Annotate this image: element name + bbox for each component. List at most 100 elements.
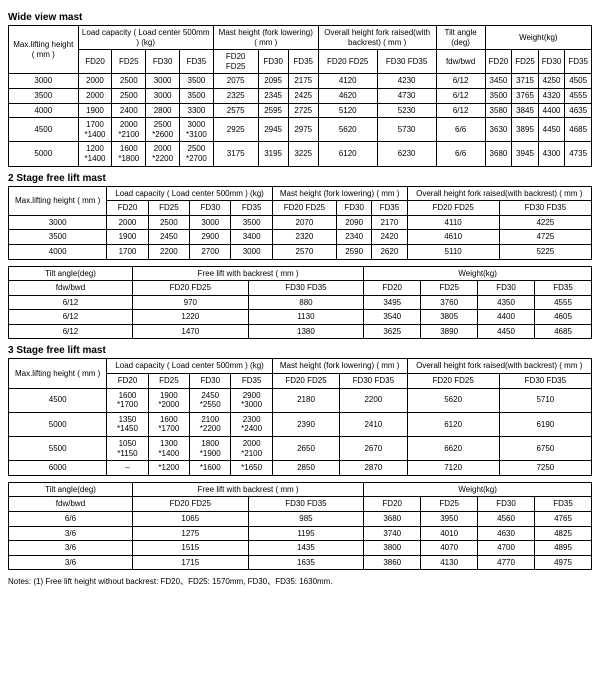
table-row: 50001200*14001600*18002000*22002500*2700… [9,142,592,166]
h: FD35 [231,374,272,389]
cell: 5710 [499,388,591,412]
cell: 4635 [565,103,592,118]
cell: 4725 [499,230,591,245]
h: FD20 FD25 [318,50,377,74]
cell: 985 [248,512,364,527]
h-overall: Overall height fork raised(with backrest… [318,26,436,50]
h: FD30 [538,50,565,74]
cell: 5500 [9,437,107,461]
h: FD25 [112,50,146,74]
cell: 6120 [318,142,377,166]
cell: 3/6 [9,555,133,570]
table-row: 50001350*14501600*17002100*22002300*2400… [9,412,592,436]
cell: 2070 [272,215,336,230]
cell: 1220 [132,310,248,325]
h: FD20 [107,374,148,389]
h: FD30 [337,201,372,216]
cell: 4505 [565,74,592,89]
cell: 1900 [107,230,148,245]
cell: 2800 [146,103,180,118]
cell: 1700*1400 [78,118,112,142]
h-freelift: Free lift with backrest ( mm ) [132,482,363,497]
table-row: 3000200025003000350020702090217041104225 [9,215,592,230]
cell: 2300*2400 [231,412,272,436]
cell: 5730 [377,118,436,142]
cell: 2095 [258,74,288,89]
cell: 6/12 [436,88,485,103]
h-weight: Weight(kg) [364,482,592,497]
cell: 4120 [318,74,377,89]
cell: 2170 [372,215,407,230]
cell: 2345 [258,88,288,103]
cell: 2975 [288,118,318,142]
cell: 2450 [148,230,189,245]
cell: 4320 [538,88,565,103]
table-3stage-b: Tilt angle(deg) Free lift with backrest … [8,482,592,571]
cell: 3400 [231,230,272,245]
section2-title: 2 Stage free lift mast [8,173,592,184]
cell: 2650 [272,437,339,461]
cell: 3500 [9,230,107,245]
cell: 2500*2700 [180,142,214,166]
h: FD20 FD25 [132,497,248,512]
cell: 5000 [9,412,107,436]
cell: 2000*2100 [231,437,272,461]
cell: 5230 [377,103,436,118]
cell: 4630 [478,526,535,541]
cell: 3890 [421,324,478,339]
h: FD20 [78,50,112,74]
cell: 5110 [407,244,499,259]
h-maxlift: Max.lifting height ( mm ) [9,26,79,74]
cell: 2320 [272,230,336,245]
h: FD30 [190,374,231,389]
cell: 1600*1700 [148,412,189,436]
h: FD20 [107,201,148,216]
cell: 880 [248,295,364,310]
table-row: 6000–*1200*1600*16502850287071207250 [9,461,592,476]
cell: 3000*3100 [180,118,214,142]
cell: 3765 [512,88,539,103]
cell: 4560 [478,512,535,527]
cell: 970 [132,295,248,310]
cell: 2000 [107,215,148,230]
cell: 3845 [512,103,539,118]
cell: 2725 [288,103,318,118]
cell: 2870 [340,461,407,476]
cell: 4735 [565,142,592,166]
section1-title: Wide view mast [8,12,592,23]
cell: 1130 [248,310,364,325]
cell: 2325 [213,88,258,103]
h: FD25 [148,374,189,389]
h: FD35 [535,281,592,296]
cell: 5620 [407,388,499,412]
h-maxlift: Max.lifting height ( mm ) [9,359,107,388]
cell: 3000 [146,88,180,103]
cell: 3/6 [9,541,133,556]
cell: *1600 [190,461,231,476]
cell: 3760 [421,295,478,310]
cell: 3715 [512,74,539,89]
table-row: 3/6127511953740401046304825 [9,526,592,541]
h: FD35 [535,497,592,512]
h: fdw/bwd [9,281,133,296]
cell: 4895 [535,541,592,556]
section3-title: 3 Stage free lift mast [8,345,592,356]
cell: 6/6 [9,512,133,527]
cell: 6/12 [9,324,133,339]
cell: 2090 [337,215,372,230]
cell: 4770 [478,555,535,570]
h-overall: Overall height fork raised(with backrest… [407,186,591,201]
cell: 2575 [213,103,258,118]
cell: 2000 [78,88,112,103]
table-row: 3/6151514353800407047004895 [9,541,592,556]
cell: 2620 [372,244,407,259]
cell: 5620 [318,118,377,142]
cell: 3580 [485,103,512,118]
table-row: 3000200025003000350020752095217541204230… [9,74,592,89]
cell: 4555 [565,88,592,103]
cell: 1600*1800 [112,142,146,166]
h-weight: Weight(kg) [364,266,592,281]
cell: 6620 [407,437,499,461]
cell: 3495 [364,295,421,310]
cell: *1200 [148,461,189,476]
